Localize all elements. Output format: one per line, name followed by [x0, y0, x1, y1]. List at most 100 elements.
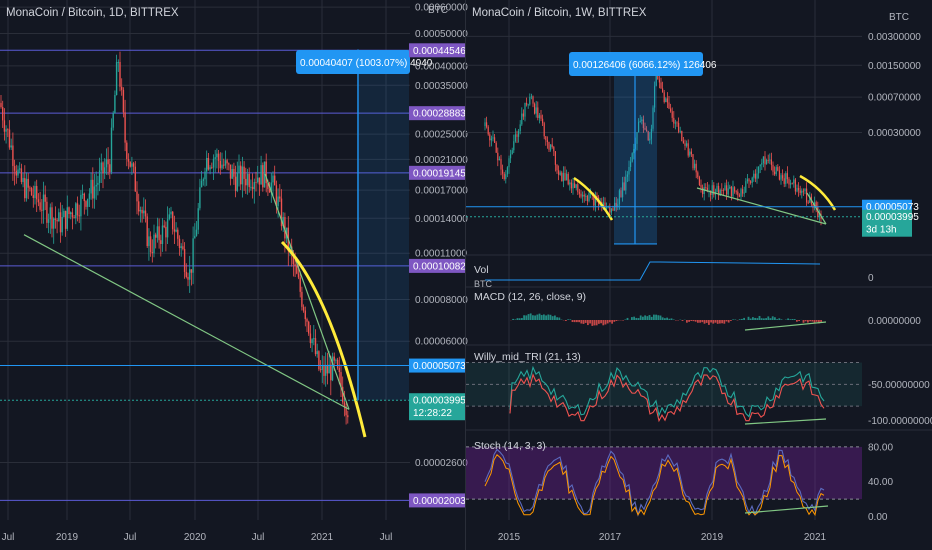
macd-bar	[809, 320, 811, 322]
macd-bar	[774, 317, 776, 320]
daily-last-price-badge[interactable]	[409, 393, 465, 421]
weekly-candle-body	[764, 156, 766, 165]
stoch-pane[interactable]: 80.00 40.00 0.00	[466, 442, 893, 523]
macd-bar	[534, 315, 536, 320]
weekly-candle-body	[793, 179, 795, 184]
daily-candle-body	[41, 209, 43, 211]
daily-support-trendline[interactable]	[23, 234, 350, 410]
daily-candle-body	[168, 214, 170, 220]
weekly-candle-body	[657, 72, 659, 80]
weekly-candle-body	[666, 98, 668, 103]
daily-candle-body	[296, 265, 298, 274]
weekly-price-axis[interactable]: 0.00300000 0.00150000 0.00070000 0.00030000…	[862, 32, 921, 237]
daily-measure-box[interactable]	[357, 50, 409, 401]
macd-bar	[705, 320, 708, 323]
weekly-candle-body	[638, 121, 640, 133]
macd-bar	[754, 317, 756, 320]
level-badge-0[interactable]	[409, 43, 465, 58]
daily-candle-body	[141, 209, 143, 214]
weekly-x-tick-2: 2019	[701, 532, 724, 543]
daily-time-axis[interactable]: Jul 2019 Jul 2020 Jul 2021 Jul	[2, 532, 393, 543]
macd-bar	[631, 317, 633, 320]
daily-candle-body	[241, 166, 244, 185]
willy-pane[interactable]: -50.00000000 -100.00000000	[466, 362, 932, 428]
weekly-candle-body	[575, 184, 577, 188]
daily-candle-body	[49, 207, 51, 220]
macd-bar	[602, 320, 605, 326]
weekly-yellow-curve-1[interactable]	[573, 176, 614, 221]
daily-candles	[0, 51, 349, 425]
daily-candle-body	[110, 127, 113, 172]
stoch-trendline[interactable]	[744, 505, 829, 514]
daily-candle-body	[211, 167, 213, 169]
macd-bar	[694, 320, 697, 322]
daily-candle-body	[68, 207, 70, 215]
daily-candle-body	[93, 186, 96, 199]
weekly-candle-body	[527, 104, 529, 106]
weekly-candle-body	[495, 142, 497, 153]
weekly-candle-body	[786, 173, 788, 180]
weekly-candle-body	[492, 137, 494, 139]
weekly-candle-body	[617, 204, 619, 207]
daily-current-price-badge[interactable]	[409, 358, 465, 373]
daily-yellow-curve[interactable]	[280, 240, 367, 438]
daily-candle-body	[330, 364, 332, 381]
macd-pane[interactable]: 0.00000000	[510, 313, 921, 331]
daily-drawings[interactable]: 0.00040407 (1003.07%) 4040	[0, 49, 433, 438]
level-badge-3[interactable]	[409, 258, 465, 273]
weekly-candle-body	[668, 102, 670, 109]
macd-bar	[780, 319, 783, 320]
daily-resistance-trendline[interactable]	[264, 173, 350, 410]
macd-bar	[661, 317, 664, 320]
daily-x-tick-0: Jul	[2, 532, 15, 543]
weekly-candle-body	[654, 85, 656, 108]
willy-line	[509, 365, 825, 418]
macd-bar	[637, 318, 640, 320]
weekly-candle-body	[649, 138, 651, 141]
weekly-candle-body	[580, 193, 582, 197]
weekly-drawings[interactable]: 0.00126406 (6066.12%) 126406	[466, 52, 862, 245]
daily-candle-body	[336, 359, 339, 368]
weekly-last-price-badge[interactable]	[862, 209, 912, 237]
weekly-measure-label-box[interactable]	[569, 52, 703, 76]
daily-candle-body	[42, 194, 45, 211]
macd-trendline[interactable]	[744, 321, 827, 331]
daily-price-axis[interactable]: 0.00060000 0.00050000 0.00040000 0.00035000…	[409, 3, 468, 508]
daily-x-tick-1: 2019	[56, 532, 79, 543]
weekly-time-axis[interactable]: 2015 2017 2019 2021	[498, 532, 827, 543]
level-badge-2[interactable]	[409, 165, 465, 180]
weekly-candle-body	[484, 122, 486, 127]
daily-measure-label-box[interactable]	[296, 50, 410, 74]
daily-candle-body	[124, 112, 126, 143]
weekly-resistance-trendline[interactable]	[806, 192, 827, 225]
level-badge-label-2: 0.00019145	[413, 168, 466, 179]
daily-candle-body	[199, 187, 201, 209]
daily-candle-body	[81, 193, 84, 195]
weekly-support-trendline[interactable]	[696, 187, 827, 225]
volume-pane[interactable]: 0	[485, 261, 874, 284]
weekly-candle-body	[673, 117, 675, 124]
level-badge-4[interactable]	[409, 493, 465, 508]
daily-candle-body	[245, 178, 247, 186]
daily-chart-panel[interactable]: 0.00040407 (1003.07%) 4040 0.000600000.0…	[0, 0, 468, 543]
weekly-candle-body	[770, 159, 772, 165]
daily-y-tick-9: 0.00008000	[415, 295, 468, 306]
weekly-candle-body	[588, 192, 590, 201]
weekly-candle-body	[729, 186, 731, 189]
daily-candle-body	[144, 210, 147, 217]
level-badge-1[interactable]	[409, 106, 465, 121]
daily-candle-body	[138, 201, 140, 212]
daily-candle-body	[228, 163, 230, 165]
daily-horizontal-levels[interactable]	[0, 49, 410, 501]
weekly-candle-body	[730, 186, 732, 197]
weekly-candle-body	[522, 113, 524, 117]
weekly-candle-body	[548, 142, 550, 150]
willy-trendline[interactable]	[744, 418, 827, 425]
daily-candle-body	[280, 198, 283, 227]
weekly-chart-panel[interactable]: 0.00126406 (6066.12%) 126406 0.003000000…	[466, 0, 932, 543]
macd-bar	[565, 320, 567, 321]
daily-candle-body	[56, 219, 58, 222]
daily-candle-body	[319, 369, 322, 371]
weekly-candle-body	[639, 120, 641, 122]
macd-bar	[732, 319, 734, 320]
